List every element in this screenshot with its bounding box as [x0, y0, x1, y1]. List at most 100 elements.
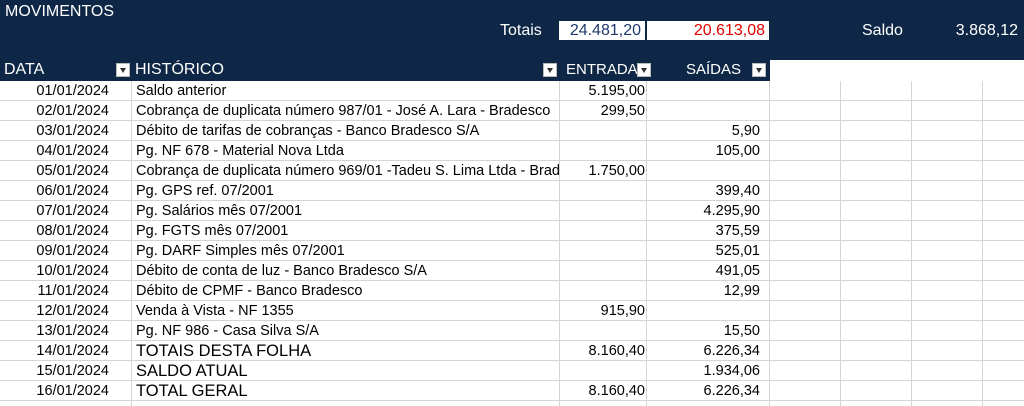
- grid-line: [559, 81, 560, 406]
- saidas-cell[interactable]: 6.226,34: [703, 343, 760, 359]
- table-row: 13/01/2024 Pg. NF 986 - Casa Silva S/A 1…: [0, 321, 1024, 341]
- historico-cell[interactable]: Cobrança de duplicata número 987/01 - Jo…: [136, 103, 551, 119]
- historico-cell[interactable]: Pg. FGTS mês 07/2001: [136, 223, 289, 239]
- table-row: 03/01/2024 Débito de tarifas de cobrança…: [0, 121, 1024, 141]
- filter-dropdown-icon[interactable]: [116, 63, 130, 77]
- column-header-entrada[interactable]: ENTRADA: [566, 61, 638, 78]
- total-entrada-cell[interactable]: 24.481,20: [559, 21, 645, 40]
- historico-cell[interactable]: Débito de CPMF - Banco Bradesco: [136, 283, 363, 299]
- total-saidas-cell[interactable]: 20.613,08: [647, 21, 769, 40]
- entrada-cell[interactable]: [559, 121, 645, 141]
- grid-line: [840, 81, 841, 406]
- date-cell[interactable]: 06/01/2024: [36, 183, 109, 199]
- table-row: 10/01/2024 Débito de conta de luz - Banc…: [0, 261, 1024, 281]
- saidas-cell[interactable]: 6.226,34: [703, 383, 760, 399]
- entrada-cell[interactable]: 5.195,00: [588, 83, 645, 99]
- filter-dropdown-icon[interactable]: [752, 63, 766, 77]
- entrada-cell[interactable]: [559, 241, 645, 261]
- historico-cell[interactable]: SALDO ATUAL: [136, 362, 248, 380]
- table-row: 07/01/2024 Pg. Salários mês 07/2001 4.29…: [0, 201, 1024, 221]
- table-row: 15/01/2024 SALDO ATUAL 1.934,06: [0, 361, 1024, 381]
- filter-dropdown-icon[interactable]: [543, 63, 557, 77]
- saldo-value[interactable]: 3.868,12: [955, 22, 1018, 39]
- saidas-cell[interactable]: [647, 81, 769, 101]
- date-cell[interactable]: 12/01/2024: [36, 303, 109, 319]
- saidas-cell[interactable]: 375,59: [715, 223, 760, 239]
- totals-label: Totais: [500, 22, 542, 39]
- historico-cell[interactable]: TOTAL GERAL: [136, 382, 248, 400]
- saidas-cell[interactable]: 399,40: [715, 183, 760, 199]
- entrada-cell[interactable]: [559, 361, 645, 381]
- date-cell[interactable]: 09/01/2024: [36, 243, 109, 259]
- historico-cell[interactable]: Pg. NF 986 - Casa Silva S/A: [136, 323, 319, 339]
- date-cell[interactable]: 07/01/2024: [36, 203, 109, 219]
- saidas-cell[interactable]: 105,00: [715, 143, 760, 159]
- saldo-band: [770, 0, 1024, 60]
- table-row: 01/01/2024 Saldo anterior 5.195,00: [0, 81, 1024, 101]
- entrada-cell[interactable]: [559, 321, 645, 341]
- historico-cell[interactable]: Débito de conta de luz - Banco Bradesco …: [136, 263, 427, 279]
- table-row: 14/01/2024 TOTAIS DESTA FOLHA 8.160,40 6…: [0, 341, 1024, 361]
- entrada-cell[interactable]: [559, 281, 645, 301]
- historico-cell[interactable]: Cobrança de duplicata número 969/01 -Tad…: [136, 163, 559, 179]
- saidas-cell[interactable]: 491,05: [715, 263, 760, 279]
- entrada-cell[interactable]: [559, 261, 645, 281]
- saidas-cell[interactable]: 525,01: [715, 243, 760, 259]
- entrada-cell[interactable]: [559, 181, 645, 201]
- saidas-cell[interactable]: [647, 161, 769, 181]
- saldo-label: Saldo: [862, 22, 903, 39]
- table-row: 11/01/2024 Débito de CPMF - Banco Brades…: [0, 281, 1024, 301]
- sheet-title: MOVIMENTOS: [5, 3, 115, 20]
- date-cell[interactable]: 11/01/2024: [37, 283, 110, 299]
- filter-dropdown-icon[interactable]: [637, 63, 651, 77]
- historico-cell[interactable]: Pg. DARF Simples mês 07/2001: [136, 243, 345, 259]
- table-row: 04/01/2024 Pg. NF 678 - Material Nova Lt…: [0, 141, 1024, 161]
- column-header-data[interactable]: DATA: [4, 61, 45, 78]
- date-cell[interactable]: 16/01/2024: [36, 383, 109, 399]
- entrada-cell[interactable]: 8.160,40: [588, 343, 645, 359]
- entrada-cell[interactable]: [559, 221, 645, 241]
- table-row: 05/01/2024 Cobrança de duplicata número …: [0, 161, 1024, 181]
- historico-cell[interactable]: Pg. GPS ref. 07/2001: [136, 183, 274, 199]
- historico-cell[interactable]: Débito de tarifas de cobranças - Banco B…: [136, 123, 480, 139]
- saidas-cell[interactable]: 4.295,90: [703, 203, 760, 219]
- table-row: 16/01/2024 TOTAL GERAL 8.160,40 6.226,34: [0, 381, 1024, 401]
- date-cell[interactable]: 05/01/2024: [36, 163, 109, 179]
- column-header-historico[interactable]: HISTÓRICO: [135, 61, 224, 78]
- saidas-cell[interactable]: [647, 301, 769, 321]
- entrada-cell[interactable]: [559, 141, 645, 161]
- date-cell[interactable]: 10/01/2024: [36, 263, 109, 279]
- date-cell[interactable]: 08/01/2024: [36, 223, 109, 239]
- table-row: 12/01/2024 Venda à Vista - NF 1355 915,9…: [0, 301, 1024, 321]
- date-cell[interactable]: 03/01/2024: [36, 123, 109, 139]
- date-cell[interactable]: 02/01/2024: [36, 103, 109, 119]
- historico-cell[interactable]: Venda à Vista - NF 1355: [136, 303, 294, 319]
- historico-cell[interactable]: Pg. NF 678 - Material Nova Ltda: [136, 143, 344, 159]
- historico-cell[interactable]: TOTAIS DESTA FOLHA: [136, 342, 312, 360]
- date-cell[interactable]: 04/01/2024: [36, 143, 109, 159]
- saidas-cell[interactable]: 1.934,06: [703, 363, 760, 379]
- saidas-cell[interactable]: 12,99: [723, 283, 760, 299]
- table-row: 02/01/2024 Cobrança de duplicata número …: [0, 101, 1024, 121]
- grid-line: [131, 81, 132, 406]
- entrada-cell[interactable]: 8.160,40: [588, 383, 645, 399]
- saidas-cell[interactable]: [647, 101, 769, 121]
- entrada-cell[interactable]: [559, 201, 645, 221]
- entrada-cell[interactable]: 1.750,00: [588, 163, 645, 179]
- entrada-cell[interactable]: 299,50: [600, 103, 645, 119]
- table-row: 06/01/2024 Pg. GPS ref. 07/2001 399,40: [0, 181, 1024, 201]
- column-header-saidas[interactable]: SAÍDAS: [686, 61, 742, 78]
- date-cell[interactable]: 01/01/2024: [36, 83, 109, 99]
- date-cell[interactable]: 15/01/2024: [36, 363, 109, 379]
- entrada-cell[interactable]: 915,90: [600, 303, 645, 319]
- historico-cell[interactable]: Saldo anterior: [136, 83, 227, 99]
- date-cell[interactable]: 13/01/2024: [36, 323, 109, 339]
- saidas-cell[interactable]: 15,50: [723, 323, 760, 339]
- table-row: 09/01/2024 Pg. DARF Simples mês 07/2001 …: [0, 241, 1024, 261]
- table-row: 08/01/2024 Pg. FGTS mês 07/2001 375,59: [0, 221, 1024, 241]
- date-cell[interactable]: 14/01/2024: [36, 343, 109, 359]
- saidas-cell[interactable]: 5,90: [731, 123, 760, 139]
- historico-cell[interactable]: Pg. Salários mês 07/2001: [136, 203, 303, 219]
- grid-line: [769, 81, 770, 406]
